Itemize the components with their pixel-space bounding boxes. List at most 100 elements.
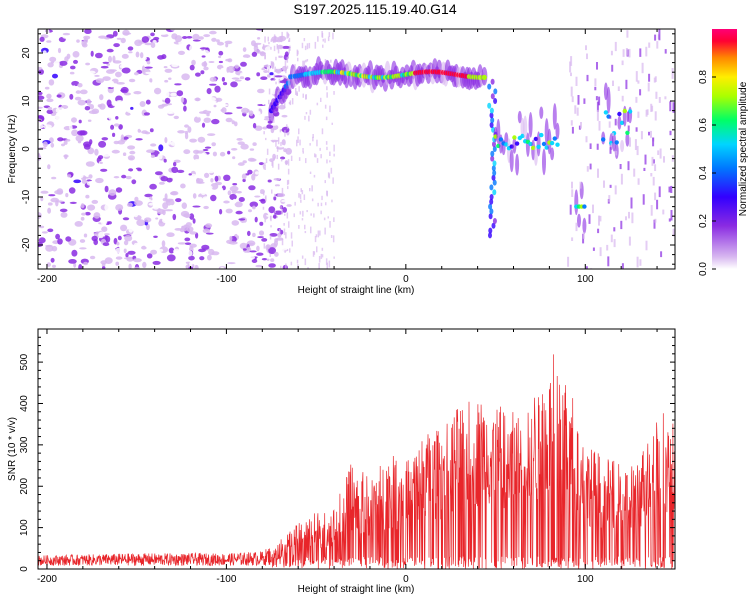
- heatmap-cell: [567, 256, 570, 267]
- heatmap-cell: [263, 243, 266, 249]
- heatmap-cell: [658, 186, 661, 198]
- heatmap-cell: [65, 193, 69, 198]
- heatmap-cell: [221, 77, 225, 82]
- heatmap-cell: [284, 213, 286, 216]
- heatmap-cell: [220, 67, 225, 74]
- heatmap-cell: [575, 222, 578, 232]
- heatmap-cell: [182, 36, 188, 39]
- heatmap-cell: [194, 97, 201, 102]
- heatmap-cell: [71, 117, 77, 123]
- heatmap-cell: [658, 29, 661, 41]
- heatmap-cell: [166, 254, 176, 262]
- heatmap-cell: [81, 40, 87, 47]
- heatmap-cell: [627, 111, 629, 122]
- heatmap-cell: [181, 73, 190, 81]
- heatmap-cell: [158, 31, 168, 35]
- heatmap-cell: [617, 111, 622, 117]
- heatmap-cell: [218, 60, 223, 64]
- heatmap-cell: [333, 217, 335, 222]
- heatmap-cell: [302, 148, 304, 152]
- heatmap-cell: [173, 146, 182, 153]
- heatmap-cell: [74, 96, 82, 101]
- heatmap-cell: [83, 141, 92, 148]
- heatmap-cell: [257, 88, 265, 94]
- heatmap-cell: [252, 205, 256, 210]
- heatmap-cell: [79, 169, 84, 175]
- heatmap-cell: [44, 57, 51, 62]
- heatmap-cell: [270, 215, 272, 222]
- heatmap-cell: [282, 207, 287, 213]
- heatmap-cell: [613, 227, 616, 232]
- heatmap-cell: [75, 134, 84, 142]
- heatmap-cell: [251, 77, 255, 84]
- heatmap-cell: [264, 196, 267, 200]
- heatmap-cell: [99, 94, 104, 101]
- heatmap-cell: [273, 157, 275, 161]
- heatmap-cell: [650, 103, 653, 112]
- heatmap-cell: [122, 217, 130, 221]
- heatmap-cell: [128, 78, 136, 83]
- heatmap-cell: [288, 221, 290, 228]
- heatmap-cell: [159, 104, 168, 107]
- heatmap-cell: [270, 61, 273, 66]
- heatmap-cell: [512, 137, 517, 154]
- heatmap-cell: [113, 43, 120, 48]
- heatmap-cell: [173, 115, 179, 120]
- heatmap-cell: [201, 61, 208, 67]
- heatmap-cell: [71, 129, 79, 137]
- snr-frame: [37, 328, 676, 570]
- heatmap-cell: [85, 161, 95, 167]
- heatmap-cell: [252, 142, 257, 147]
- heatmap-cell: [114, 164, 123, 171]
- heatmap-cell: [94, 148, 99, 156]
- heatmap-cell: [570, 120, 573, 126]
- heatmap-cell: [85, 194, 90, 199]
- heatmap-cell: [488, 213, 493, 220]
- colorbar-tick-label: 0.6: [698, 118, 709, 132]
- heatmap-cell: [120, 37, 126, 44]
- heatmap-cell: [116, 85, 120, 90]
- heatmap-cell: [118, 124, 123, 130]
- heatmap-cell: [206, 241, 213, 246]
- heatmap-cell: [552, 103, 557, 130]
- heatmap-cell: [589, 143, 592, 149]
- heatmap-cell: [162, 217, 170, 224]
- heatmap-cell: [297, 50, 299, 55]
- heatmap-cell: [199, 260, 207, 265]
- x-tick-label: -200: [37, 274, 57, 285]
- heatmap-cell: [173, 159, 181, 163]
- heatmap-cell: [106, 63, 110, 66]
- heatmap-cell: [614, 185, 617, 195]
- heatmap-cell: [597, 168, 599, 178]
- heatmap-cell: [218, 50, 224, 56]
- heatmap-cell: [132, 94, 140, 101]
- heatmap-cell: [129, 109, 137, 116]
- heatmap-cell: [246, 109, 250, 113]
- heatmap-cell: [183, 166, 188, 172]
- heatmap-cell: [135, 59, 142, 66]
- heatmap-cell: [102, 242, 110, 247]
- heatmap-cell: [84, 106, 91, 111]
- heatmap-cell: [260, 198, 266, 204]
- heatmap-cell: [201, 55, 206, 58]
- heatmap-cell: [333, 256, 335, 259]
- heatmap-cell: [136, 219, 146, 227]
- heatmap-cell: [582, 204, 587, 209]
- heatmap-cell: [489, 208, 494, 215]
- heatmap-cell: [326, 262, 328, 269]
- heatmap-cell: [150, 154, 155, 158]
- heatmap-cell: [57, 238, 63, 245]
- heatmap-cell: [168, 77, 172, 80]
- heatmap-cell: [168, 211, 172, 218]
- heatmap-cell: [296, 139, 298, 147]
- heatmap-cell: [653, 219, 656, 229]
- heatmap-cell: [266, 244, 269, 251]
- heatmap-cell: [269, 72, 274, 76]
- heatmap-cell: [322, 38, 324, 42]
- heatmap-cell: [598, 215, 600, 226]
- heatmap-cell: [164, 97, 171, 104]
- y-tick-label: 400: [19, 395, 30, 412]
- heatmap-cell: [162, 61, 171, 66]
- heatmap-cell: [110, 212, 117, 218]
- heatmap-cell: [167, 141, 172, 145]
